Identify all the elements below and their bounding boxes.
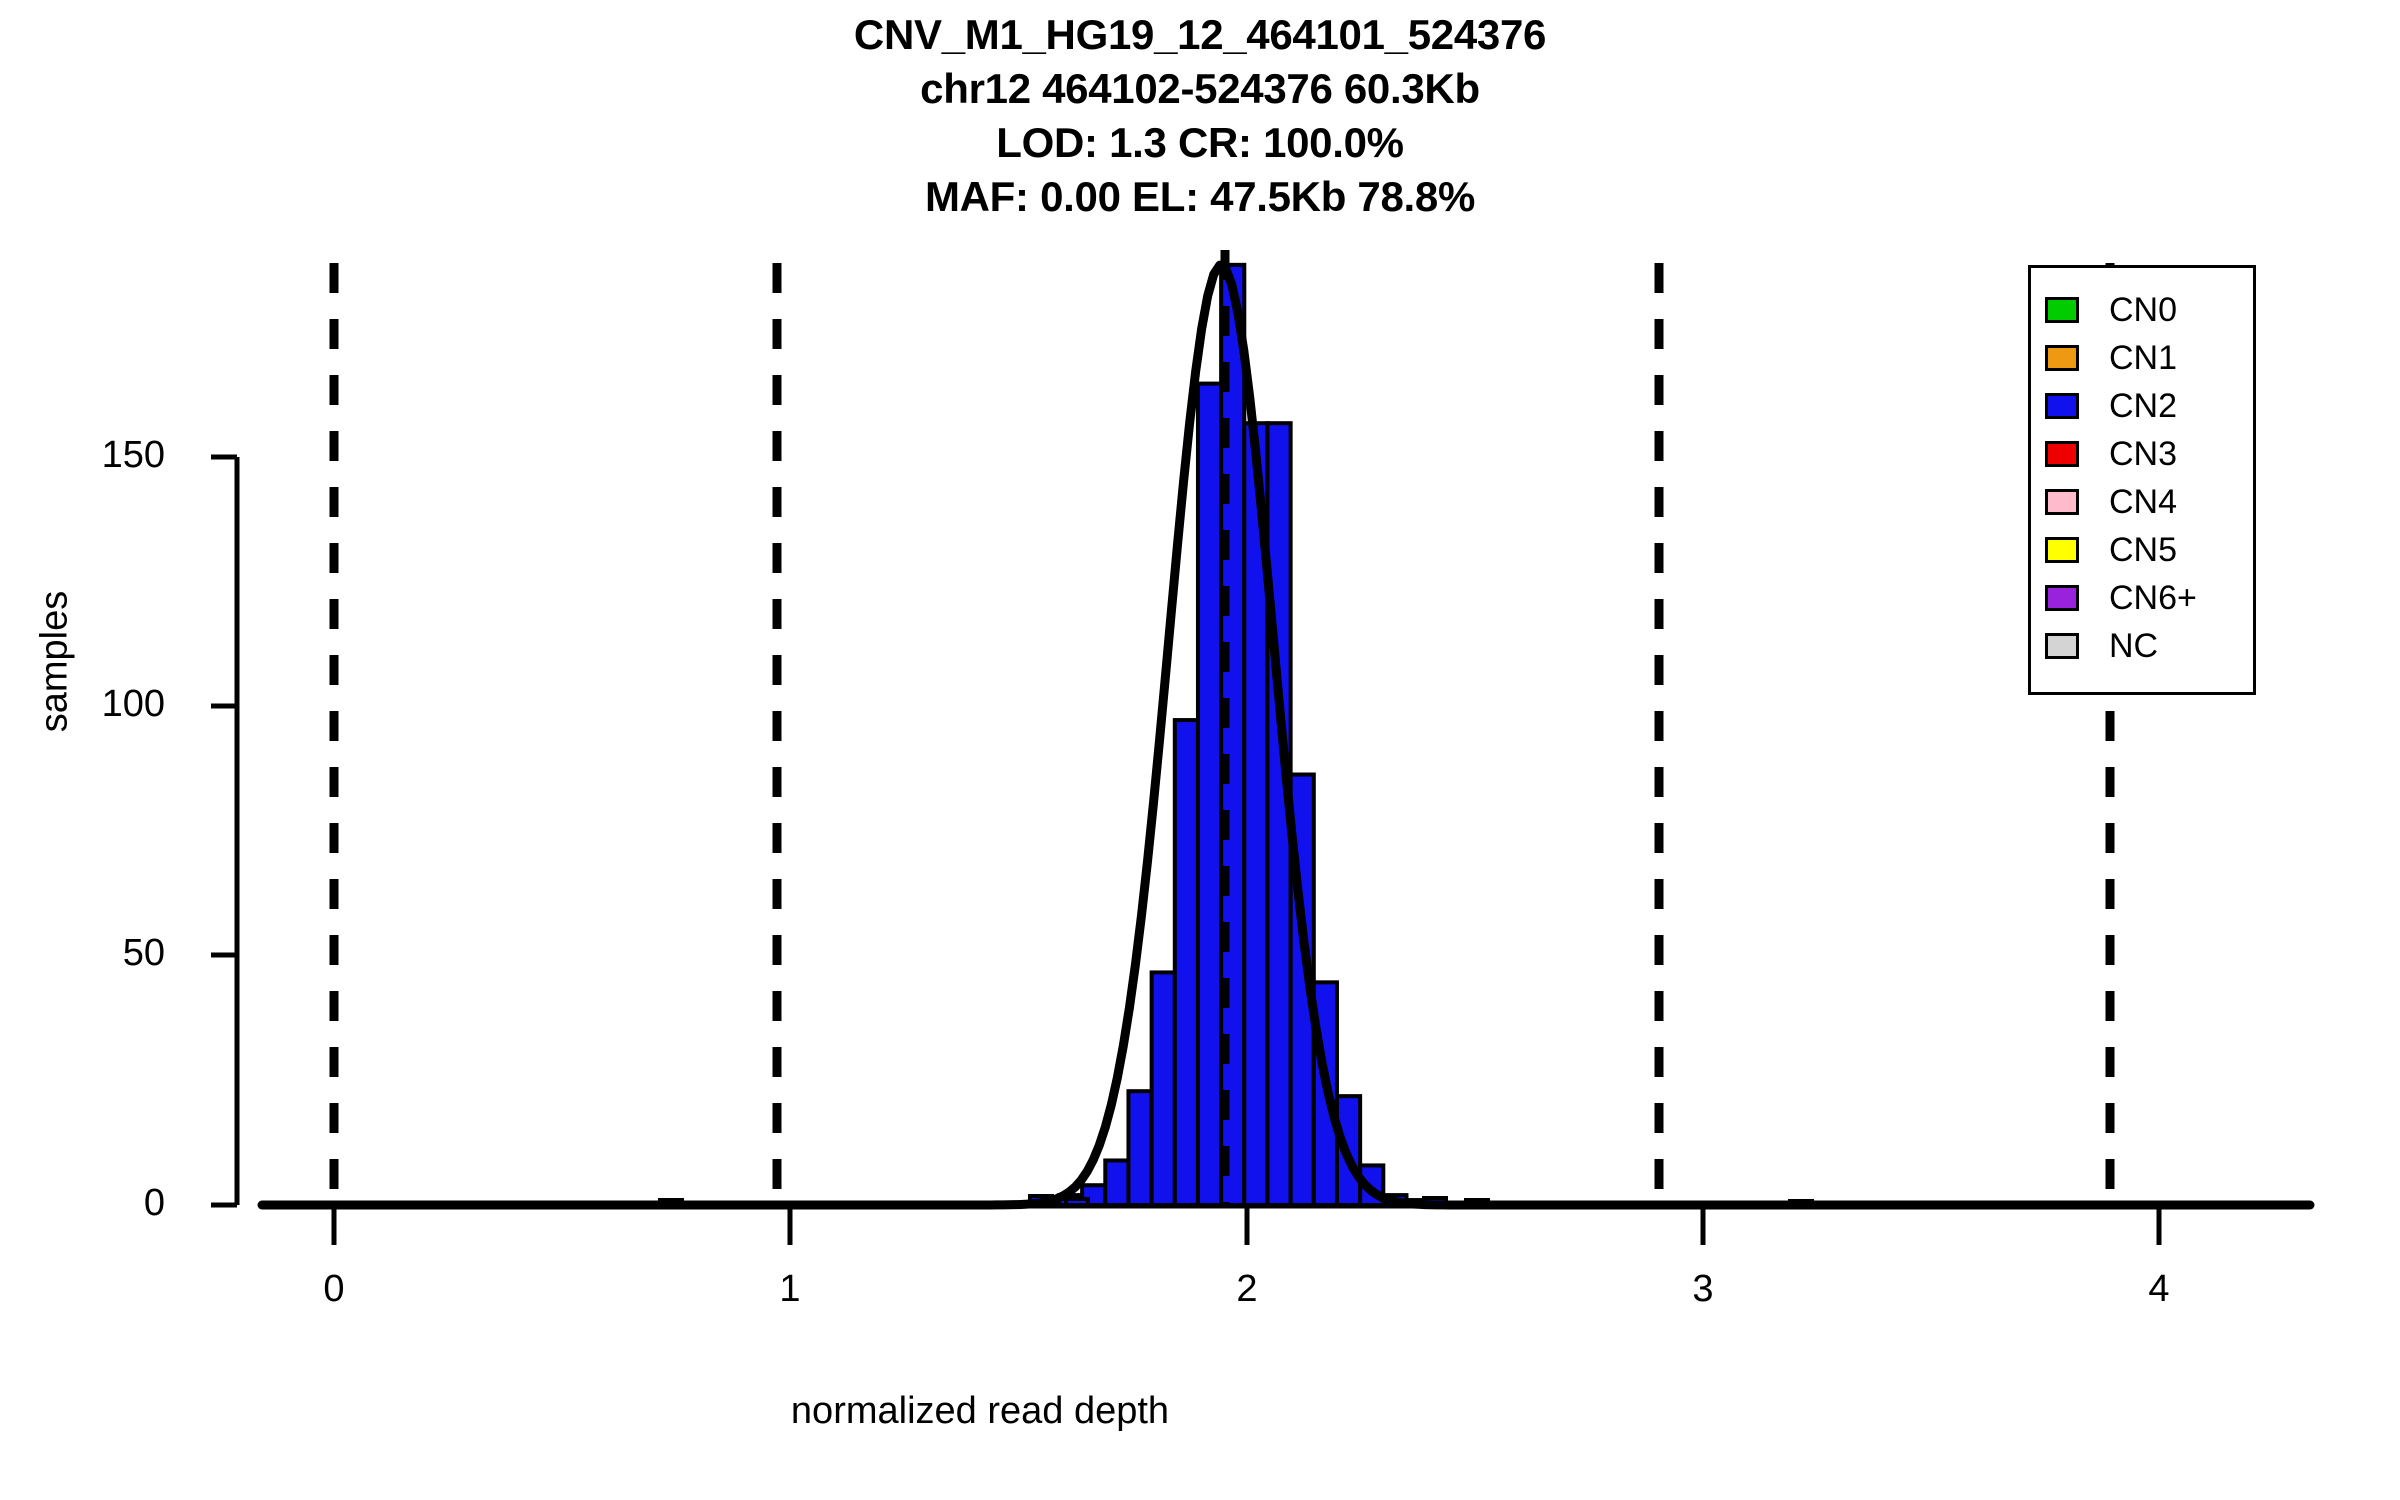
y-tick-label-50: 50 xyxy=(122,932,165,974)
legend-item-cn5[interactable]: CN5 xyxy=(2045,526,2253,574)
legend-swatch-icon xyxy=(2045,297,2079,323)
legend-item-cn4[interactable]: CN4 xyxy=(2045,478,2253,526)
title-line-2: chr12 464102-524376 60.3Kb xyxy=(920,65,1480,112)
histogram-bar xyxy=(1126,1089,1154,1207)
x-tick-label-2: 2 xyxy=(1236,1268,1258,1310)
legend-item-cn6plus[interactable]: CN6+ xyxy=(2045,574,2253,622)
fitted-density-curve xyxy=(257,260,2315,1210)
legend-item-label: CN0 xyxy=(2109,291,2178,329)
legend-item-label: CN4 xyxy=(2109,483,2178,521)
legend-item-cn0[interactable]: CN0 xyxy=(2045,286,2253,334)
y-axis xyxy=(211,454,240,1208)
title-line-3: LOD: 1.3 CR: 100.0% xyxy=(996,119,1404,166)
histogram-bar xyxy=(1195,381,1224,1208)
legend-item-cn2[interactable]: CN2 xyxy=(2045,382,2253,430)
title-line-4: MAF: 0.00 EL: 47.5Kb 78.8% xyxy=(924,173,1476,220)
legend-item-label: CN5 xyxy=(2109,531,2178,569)
histogram-bar xyxy=(1172,718,1200,1207)
legend-swatch-icon xyxy=(2045,585,2079,611)
legend-item-cn1[interactable]: CN1 xyxy=(2045,334,2253,382)
x-axis-ticks xyxy=(331,1205,2162,1245)
title-line-1: CNV_M1_HG19_12_464101_524376 xyxy=(853,11,1547,58)
legend-swatch-icon xyxy=(2045,441,2079,467)
legend-item-label: NC xyxy=(2109,627,2159,665)
copy-number-boundary-lines xyxy=(329,263,2115,1205)
x-axis-label: normalized read depth xyxy=(790,1390,1170,1432)
y-tick-label-150: 150 xyxy=(101,434,165,476)
legend-item-label: CN3 xyxy=(2109,435,2178,473)
legend-item-cn3[interactable]: CN3 xyxy=(2045,430,2253,478)
x-tick-label-3: 3 xyxy=(1692,1268,1714,1310)
x-tick-label-1: 1 xyxy=(779,1268,801,1310)
legend-swatch-icon xyxy=(2045,489,2079,515)
y-tick-label-0: 0 xyxy=(143,1182,165,1224)
legend-swatch-icon xyxy=(2045,393,2079,419)
legend-item-label: CN1 xyxy=(2109,339,2178,377)
histogram-bar xyxy=(1103,1158,1131,1207)
legend-item-nc[interactable]: NC xyxy=(2045,622,2253,670)
legend-item-label: CN6+ xyxy=(2109,579,2197,617)
histogram-bars xyxy=(1033,262,1432,1208)
legend-swatch-icon xyxy=(2045,345,2079,371)
legend: CN0 CN1 CN2 CN3 CN4 CN5 CN6+ NC xyxy=(2028,265,2256,695)
plot-title: CNV_M1_HG19_12_464101_524376 chr12 46410… xyxy=(0,8,2400,224)
x-tick-label-0: 0 xyxy=(323,1268,345,1310)
y-axis-label: samples xyxy=(33,590,76,733)
legend-swatch-icon xyxy=(2045,537,2079,563)
x-tick-label-4: 4 xyxy=(2148,1268,2170,1310)
legend-swatch-icon xyxy=(2045,633,2079,659)
y-tick-label-100: 100 xyxy=(101,683,165,725)
histogram-bar xyxy=(1149,970,1177,1208)
legend-item-label: CN2 xyxy=(2109,387,2178,425)
